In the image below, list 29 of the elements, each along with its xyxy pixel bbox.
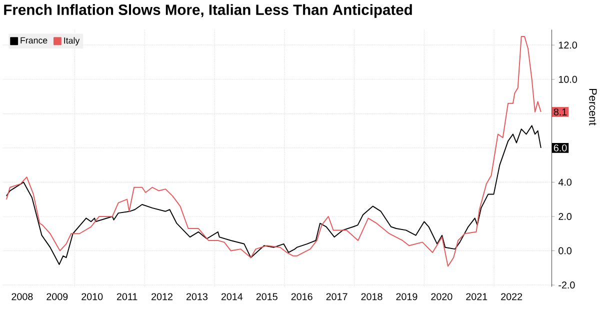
x-tick-label: 2017 bbox=[326, 293, 348, 300]
y-tick-label: 2.0 bbox=[558, 212, 572, 220]
chart-title: French Inflation Slows More, Italian Less Than Anticipated bbox=[4, 4, 412, 18]
x-tick-label: 2009 bbox=[46, 293, 68, 300]
y-tick-label: 4.0 bbox=[558, 178, 572, 186]
x-tick-label: 2019 bbox=[396, 293, 418, 300]
x-tick-label: 2008 bbox=[12, 293, 33, 300]
x-tick-label: 2018 bbox=[361, 293, 382, 300]
x-tick-label: 2012 bbox=[152, 293, 172, 300]
y-tick-label: 12.0 bbox=[558, 41, 578, 48]
x-tick-label: 2021 bbox=[466, 293, 488, 300]
x-tick-label: 2020 bbox=[431, 293, 452, 300]
legend-label: France bbox=[20, 37, 48, 44]
x-tick-label: 2022 bbox=[501, 293, 522, 300]
x-tick-label: 2011 bbox=[116, 293, 138, 300]
data-label: 6.0 bbox=[554, 144, 567, 152]
x-tick-label: 2013 bbox=[186, 293, 208, 300]
x-tick-label: 2016 bbox=[291, 293, 312, 300]
y-axis-title: Percent bbox=[589, 88, 597, 126]
line-series bbox=[6, 36, 542, 266]
y-tick-label: -2.0 bbox=[558, 281, 575, 288]
y-tick-label: 10.0 bbox=[558, 76, 578, 83]
data-label: 8.1 bbox=[554, 108, 567, 116]
legend-label: Italy bbox=[64, 36, 80, 46]
y-tick-label: 0.0 bbox=[558, 247, 572, 254]
x-tick-label: 2014 bbox=[221, 293, 243, 300]
line-series bbox=[6, 124, 542, 265]
x-tick-label: 2010 bbox=[82, 293, 103, 300]
x-tick-label: 2015 bbox=[256, 293, 278, 300]
